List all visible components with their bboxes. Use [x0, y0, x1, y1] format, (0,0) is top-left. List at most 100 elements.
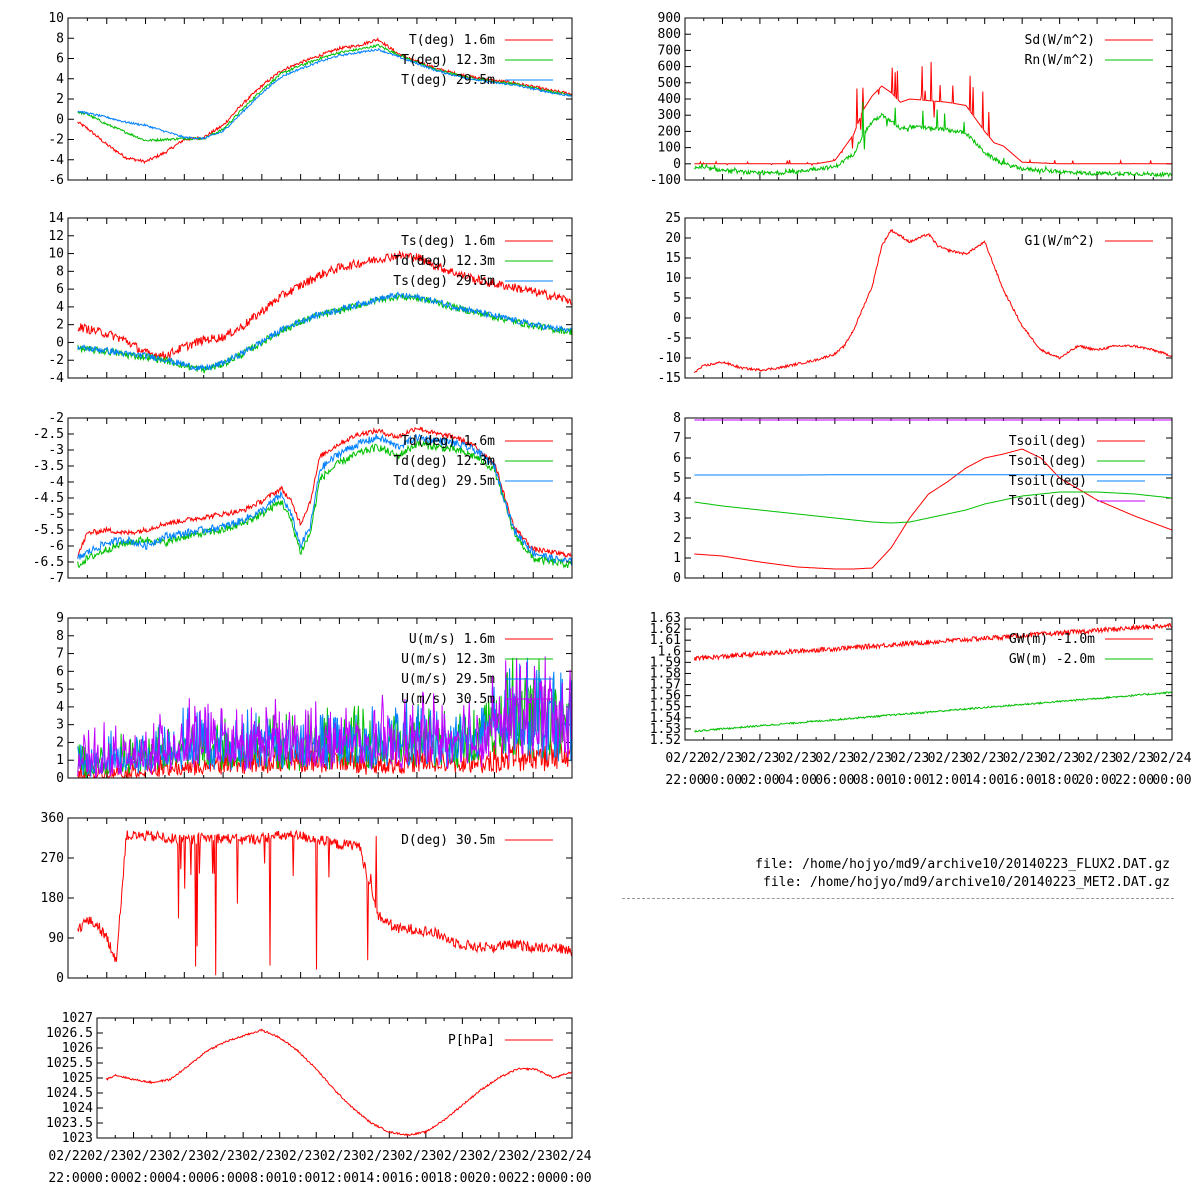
y-tick-label: 4: [673, 491, 681, 506]
series-line-rad-0: [694, 61, 1172, 167]
y-tick-label: 400: [658, 92, 681, 107]
x-tick-label-time: 00:00: [552, 1171, 591, 1186]
y-tick-label: 4: [56, 72, 64, 87]
x-tick-label-time: 22:00: [665, 773, 704, 788]
y-tick-label: 3: [673, 511, 681, 526]
plot-frame: [684, 217, 1173, 379]
y-tick-label: 1.55: [650, 700, 681, 715]
y-tick-label: 100: [658, 141, 681, 156]
legend-label: Td(deg) 12.3m: [393, 454, 495, 469]
y-tick-label: 1.56: [650, 689, 681, 704]
y-tick-label: 0: [56, 971, 64, 986]
series-line-tsoil-0: [694, 448, 1172, 570]
y-tick-label: 12: [48, 229, 64, 244]
legend-label: Ts(deg) 1.6m: [401, 234, 495, 249]
plot-frame: [684, 17, 1173, 181]
y-tick-label: 270: [41, 851, 64, 866]
series-line-wind-3: [77, 656, 572, 778]
plot-frame: [96, 1017, 573, 1139]
x-tick-label-time: 06:00: [815, 773, 854, 788]
legend-label: T(deg) 29.5m: [401, 73, 495, 88]
x-tick-label-time: 00:00: [1152, 773, 1191, 788]
y-tick-label: 1.57: [650, 678, 681, 693]
y-tick-label: 6: [56, 52, 64, 67]
x-tick-label-date: 02/23: [1115, 751, 1154, 766]
y-tick-label: 4: [56, 700, 64, 715]
plot-frame: [67, 217, 573, 379]
y-tick-label: 900: [658, 11, 681, 26]
x-tick-label-date: 02/23: [1078, 751, 1117, 766]
x-tick-label-date: 02/24: [1152, 751, 1191, 766]
x-tick-label-time: 20:00: [1078, 773, 1117, 788]
x-tick-label-date: 02/23: [928, 751, 967, 766]
x-tick-label-time: 04:00: [778, 773, 817, 788]
x-tick-label-time: 10:00: [281, 1171, 320, 1186]
y-tick-label: 1.52: [650, 733, 681, 748]
y-tick-label: 1.54: [650, 711, 681, 726]
y-tick-label: 7: [56, 647, 64, 662]
x-tick-label-date: 02/23: [965, 751, 1004, 766]
y-tick-label: 1023.5: [46, 1116, 93, 1131]
y-tick-label: 0: [56, 335, 64, 350]
chart-td: -2-2.5-3-3.5-4-4.5-5-5.5-6-6.5-7 Td(deg) …: [33, 411, 573, 586]
legend-label: Tsoil(deg): [1009, 474, 1087, 489]
x-tick-label-time: 22:00: [1115, 773, 1154, 788]
x-tick-label-time: 02:00: [126, 1171, 165, 1186]
series-line-wdir-0: [77, 829, 572, 976]
x-tick-label-time: 18:00: [1040, 773, 1079, 788]
y-tick-label: 600: [658, 60, 681, 75]
plot-frame: [67, 417, 573, 579]
legend-label: Td(deg) 12.3m: [393, 254, 495, 269]
y-tick-label: 10: [48, 247, 64, 262]
x-tick-label-time: 02:00: [740, 773, 779, 788]
x-tick-label-date: 02/23: [778, 751, 817, 766]
y-tick-label: -4: [48, 371, 64, 386]
y-tick-label: 20: [665, 231, 681, 246]
legend-label: Rn(W/m^2): [1025, 53, 1095, 68]
legend-label: Sd(W/m^2): [1025, 33, 1095, 48]
y-tick-label: 0: [56, 771, 64, 786]
series-line-ts-0: [77, 249, 572, 361]
x-tick-label-date: 02/23: [890, 751, 929, 766]
chart-g1: 25 20 15 10 5 0 -5 -10 -15 G1(W/m^2): [658, 211, 1173, 386]
series-line-rad-1: [694, 101, 1172, 178]
y-tick-label: 1: [673, 551, 681, 566]
legend-label: U(m/s) 29.5m: [401, 672, 495, 687]
x-tick-label-date: 02/23: [242, 1149, 281, 1164]
x-tick-label-time: 04:00: [165, 1171, 204, 1186]
x-tick-label-time: 16:00: [1003, 773, 1042, 788]
y-tick-label: 7: [673, 431, 681, 446]
y-tick-label: -3.5: [33, 459, 64, 474]
x-tick-label-date: 02/22: [48, 1149, 87, 1164]
y-tick-label: -2.5: [33, 427, 64, 442]
plot-frame: [67, 17, 573, 181]
y-tick-label: -15: [658, 371, 681, 386]
y-tick-label: 200: [658, 124, 681, 139]
y-tick-label: -100: [650, 173, 681, 188]
y-tick-label: 6: [56, 664, 64, 679]
x-tick-label-date: 02/23: [703, 751, 742, 766]
y-tick-label: 180: [41, 891, 64, 906]
x-tick-label-time: 10:00: [890, 773, 929, 788]
y-tick-label: 1026.5: [46, 1026, 93, 1041]
y-tick-label: 5: [673, 471, 681, 486]
y-tick-label: 8: [56, 264, 64, 279]
y-tick-label: 1023: [62, 1131, 93, 1146]
y-tick-label: -6: [48, 173, 64, 188]
series-line-gw-0: [693, 623, 1172, 662]
plot-frame: [684, 617, 1173, 741]
y-tick-label: 6: [56, 282, 64, 297]
y-tick-label: 1025.5: [46, 1056, 93, 1071]
x-tick-label-date: 02/23: [204, 1149, 243, 1164]
legend-label: G1(W/m^2): [1025, 234, 1095, 249]
y-tick-label: 2: [56, 318, 64, 333]
series-line-temp-2: [77, 48, 572, 141]
y-tick-label: 1.62: [650, 622, 681, 637]
y-tick-label: -4: [48, 475, 64, 490]
legend-label: Tsoil(deg): [1009, 434, 1087, 449]
y-tick-label: -5: [665, 331, 681, 346]
y-tick-label: 300: [658, 108, 681, 123]
chart-ts: 14 12 10 8 6 4 2 0 -2 -4 Ts(deg) 1.6m Td(deg) 12.3m…: [48, 211, 573, 386]
legend-label: Tsoil(deg): [1009, 454, 1087, 469]
